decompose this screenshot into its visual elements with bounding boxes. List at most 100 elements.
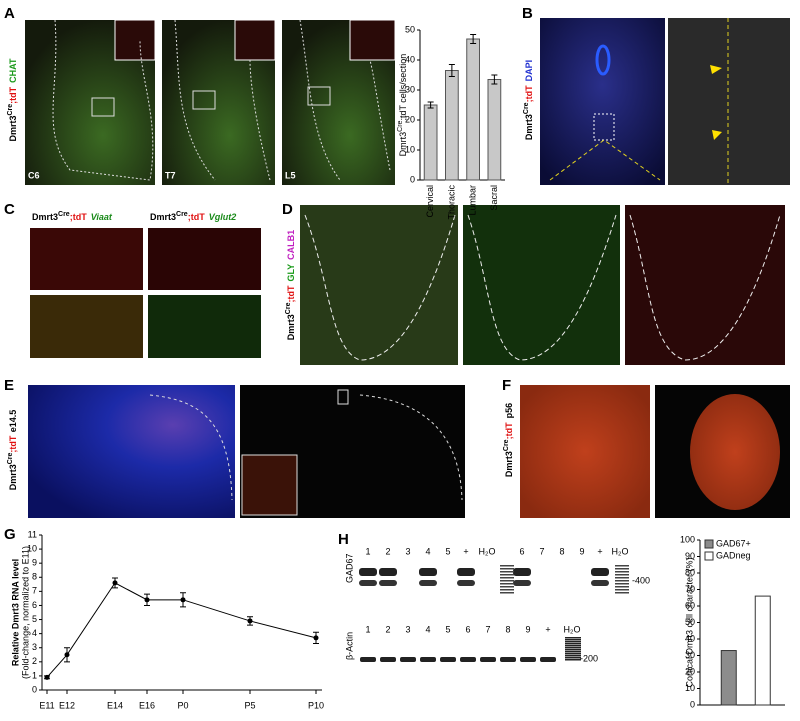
y-tick-label: 1 bbox=[32, 670, 37, 680]
panel-label: H bbox=[338, 531, 349, 548]
bar bbox=[720, 650, 737, 706]
lane-label: + bbox=[597, 546, 602, 556]
genotype-label: Dmrt3Cre;tdT CHAT bbox=[7, 58, 18, 142]
lane-label: 7 bbox=[485, 624, 490, 634]
ladder bbox=[615, 571, 629, 573]
ladder bbox=[565, 645, 581, 647]
gene-superscript: Cre bbox=[7, 452, 14, 464]
y-tick-label: 40 bbox=[405, 54, 415, 64]
y-tick-label: 8 bbox=[32, 572, 37, 582]
ladder bbox=[615, 592, 629, 594]
band bbox=[420, 657, 436, 662]
lane-label: 5 bbox=[445, 624, 450, 634]
marker: DAPI bbox=[524, 60, 534, 82]
band bbox=[513, 568, 531, 576]
marker: Viaat bbox=[91, 212, 113, 222]
lane-label: 9 bbox=[579, 546, 584, 556]
marker: CALB1 bbox=[286, 230, 296, 260]
lane-label: 6 bbox=[519, 546, 524, 556]
point bbox=[44, 674, 50, 680]
band bbox=[540, 657, 556, 662]
section-label: T7 bbox=[165, 170, 176, 180]
band bbox=[500, 657, 516, 662]
lane-label: 2 bbox=[385, 624, 390, 634]
bar bbox=[754, 595, 771, 706]
y-tick-label: 50 bbox=[405, 24, 415, 34]
gene-superscript: Cre bbox=[285, 302, 292, 314]
y-tick-label: 30 bbox=[405, 84, 415, 94]
legend-swatch bbox=[704, 551, 714, 561]
lane-label: 5 bbox=[445, 546, 450, 556]
label-rest: ;tdT cells/section bbox=[398, 54, 408, 121]
x-tick-label: P10 bbox=[308, 700, 324, 710]
band bbox=[460, 657, 476, 662]
ladder bbox=[500, 580, 514, 582]
point bbox=[313, 635, 319, 641]
ladder bbox=[615, 580, 629, 582]
ladder bbox=[500, 577, 514, 579]
y-tick-label: 10 bbox=[685, 683, 695, 693]
ladder bbox=[500, 589, 514, 591]
x-tick-label: E12 bbox=[59, 700, 75, 710]
y-tick-label: 80 bbox=[685, 567, 695, 577]
panel-label: E bbox=[4, 377, 14, 394]
y-tick-label: 10 bbox=[405, 144, 415, 154]
band bbox=[359, 568, 377, 576]
section-label: L5 bbox=[285, 170, 296, 180]
ladder bbox=[565, 641, 581, 643]
error-bar bbox=[427, 101, 434, 109]
band bbox=[380, 657, 396, 662]
size-marker: -200 bbox=[580, 653, 598, 663]
point bbox=[64, 652, 70, 658]
marker: CHAT bbox=[8, 58, 18, 83]
band bbox=[457, 568, 475, 576]
y-tick-label: 100 bbox=[680, 534, 695, 544]
point bbox=[180, 597, 186, 603]
error-bar bbox=[448, 64, 455, 77]
band bbox=[400, 657, 416, 662]
gel-bands bbox=[359, 565, 629, 662]
y-tick-label: 20 bbox=[405, 114, 415, 124]
marker: e14.5 bbox=[8, 410, 18, 433]
legend-label: GAD67+ bbox=[716, 538, 751, 548]
ladder bbox=[565, 655, 581, 657]
point bbox=[112, 580, 118, 586]
reporter: ;tdT bbox=[504, 422, 514, 439]
x-tick-label: E14 bbox=[107, 700, 123, 710]
y-tick-label: 90 bbox=[685, 551, 695, 561]
gel-control-label: β-Actin bbox=[344, 632, 354, 660]
x-tick-label: Cervical bbox=[425, 185, 435, 218]
reporter: ;tdT bbox=[8, 86, 18, 103]
point bbox=[247, 618, 253, 624]
band bbox=[591, 568, 609, 576]
genotype-label: Dmrt3Cre;tdT p56 bbox=[503, 403, 514, 477]
band bbox=[520, 657, 536, 662]
bar bbox=[466, 38, 480, 181]
lane-label: 2 bbox=[385, 546, 390, 556]
gene: Dmrt3 bbox=[8, 116, 18, 142]
lane-label: H₂O bbox=[612, 546, 629, 556]
bar bbox=[487, 79, 502, 181]
ladder bbox=[615, 583, 629, 585]
y-tick-label: 70 bbox=[685, 584, 695, 594]
panel-label: A bbox=[4, 5, 15, 22]
gene-superscript: Cre bbox=[58, 211, 70, 218]
error-bar bbox=[491, 74, 498, 85]
genotype-label: Dmrt3Cre;tdT Viaat bbox=[32, 211, 113, 222]
band bbox=[379, 580, 397, 586]
y-tick-label: 20 bbox=[685, 666, 695, 676]
gene-superscript: Cre bbox=[7, 104, 14, 116]
bar bbox=[445, 70, 459, 181]
point bbox=[144, 597, 150, 603]
x-tick-label: Lumbar bbox=[468, 185, 478, 216]
y-axis-sublabel: (Fold-change, normalized to E11) bbox=[20, 546, 30, 679]
panel-label: G bbox=[4, 526, 16, 543]
band bbox=[591, 580, 609, 586]
gel-target-label: GAD67 bbox=[344, 553, 354, 583]
lane-label: 4 bbox=[425, 546, 430, 556]
x-tick-label: E16 bbox=[139, 700, 155, 710]
lane-label: H₂O bbox=[479, 546, 496, 556]
y-tick-label: 11 bbox=[28, 529, 37, 539]
x-tick-label: P5 bbox=[244, 700, 255, 710]
